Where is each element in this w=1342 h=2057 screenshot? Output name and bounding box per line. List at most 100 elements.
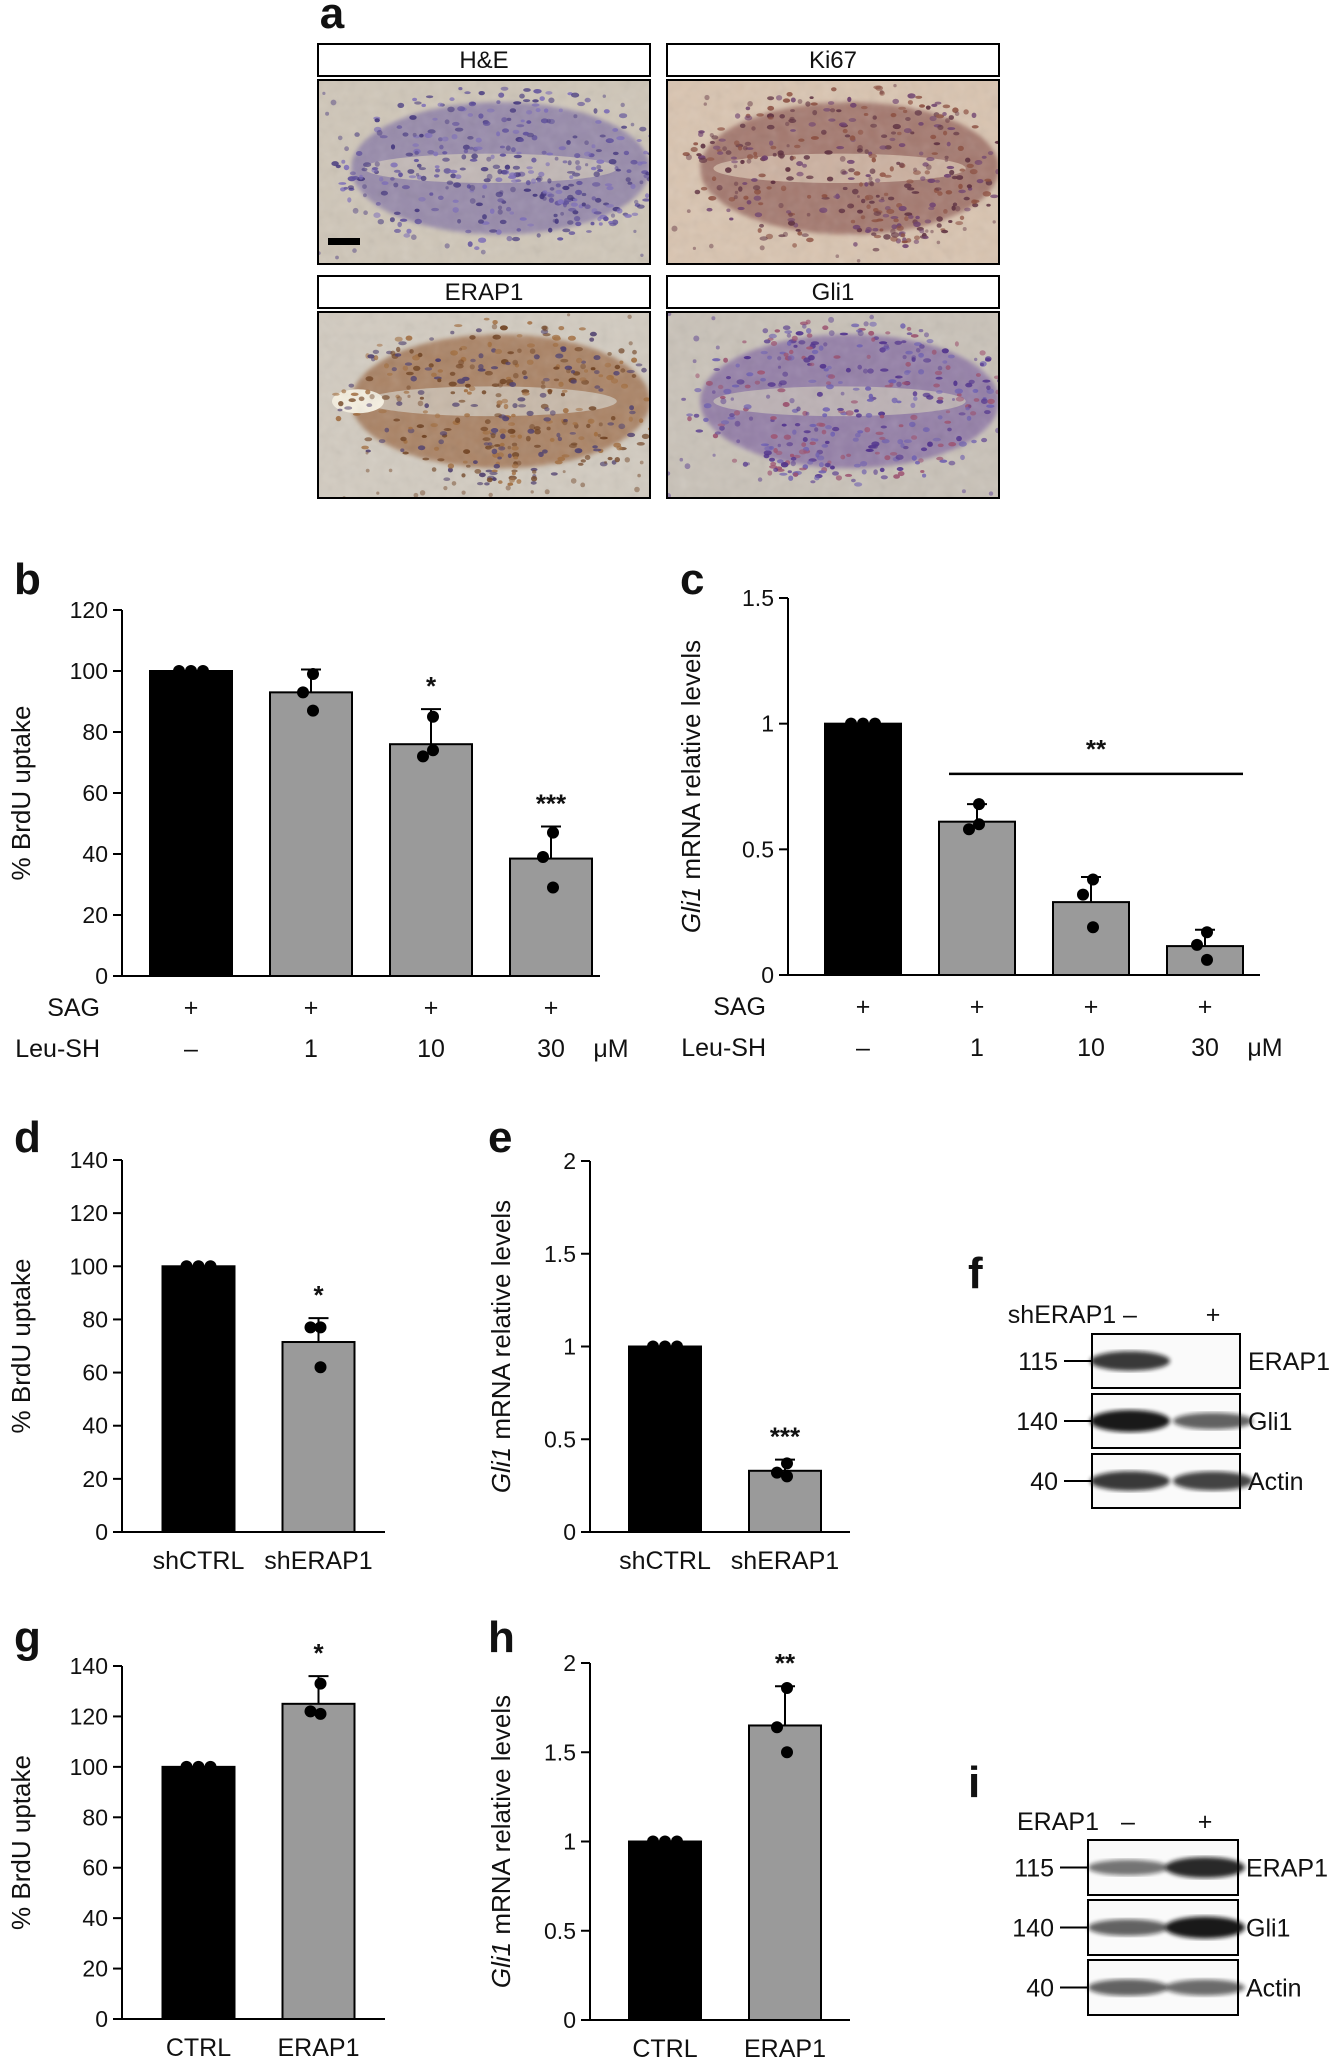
panel-letter-f: f <box>968 1249 983 1298</box>
blot-band <box>1088 1859 1168 1876</box>
x-tick-label: ERAP1 <box>744 2035 826 2057</box>
y-axis-title: % BrdU uptake <box>6 706 36 881</box>
cell-nucleus <box>1001 170 1006 175</box>
y-axis-title-gene: Gli1 <box>676 887 706 933</box>
y-tick-label: 0 <box>563 1519 576 1545</box>
data-point <box>781 1457 793 1470</box>
data-point <box>671 1340 683 1353</box>
data-point <box>204 1260 217 1273</box>
image-border <box>666 311 1000 499</box>
data-point <box>647 1340 659 1353</box>
data-point <box>417 750 429 763</box>
histology-image-he: H&E <box>317 43 658 265</box>
significance-label: * <box>313 1638 324 1668</box>
y-tick-label: 60 <box>82 1855 108 1881</box>
y-tick-label: 80 <box>82 1306 108 1332</box>
blot-band <box>1165 1916 1245 1939</box>
y-tick-label: 40 <box>82 1905 108 1931</box>
chart-h: h 0 0.5 1 1.5 2 Gli1 mRNA relative levels ** CTR… <box>486 1613 850 2057</box>
condition-value: 1 <box>970 1034 984 1062</box>
data-point <box>547 826 559 839</box>
y-tick-label: 0 <box>95 1519 108 1545</box>
data-point <box>304 1705 317 1718</box>
condition-value: – <box>856 1034 870 1062</box>
y-tick-label: 0.5 <box>742 836 774 862</box>
data-point <box>314 1677 327 1690</box>
image-title-box <box>666 43 1000 77</box>
image-body <box>318 312 661 498</box>
data-point <box>192 1760 205 1773</box>
data-point <box>1201 953 1213 966</box>
bar-0 <box>149 670 233 977</box>
condition-label: SAG <box>47 994 100 1022</box>
blot-treatment-label: ERAP1 <box>1017 1808 1099 1836</box>
data-point <box>185 665 197 677</box>
significance-label: ** <box>775 1648 796 1678</box>
data-point <box>845 717 857 730</box>
y-tick-label: 20 <box>82 1466 108 1492</box>
condition-value: + <box>304 994 319 1022</box>
significance-bracket-label: ** <box>1086 734 1107 764</box>
y-axis-title-text: % BrdU uptake <box>6 1755 36 1930</box>
y-axis-title: % BrdU uptake <box>6 1259 36 1434</box>
panel-letter-d: d <box>14 1113 41 1162</box>
data-point <box>180 1260 193 1273</box>
cell-nucleus <box>1007 160 1013 164</box>
y-tick-label: 80 <box>82 719 108 745</box>
y-tick-label: 1.5 <box>742 585 774 611</box>
cell-nucleus <box>1005 411 1013 415</box>
data-point <box>973 798 985 811</box>
significance-label: *** <box>536 789 567 819</box>
protein-label: Gli1 <box>1246 1915 1290 1943</box>
cell-nucleus <box>654 173 658 177</box>
image-title: Gli1 <box>812 279 855 306</box>
cell-nucleus <box>1001 390 1006 394</box>
data-point <box>781 1746 793 1759</box>
x-tick-label: shERAP1 <box>264 1547 372 1575</box>
blot-band <box>1088 1979 1168 1996</box>
bar-0 <box>824 722 902 977</box>
y-axis-title-gene: Gli1 <box>486 1447 516 1493</box>
bar-1 <box>938 820 1016 976</box>
significance-label: *** <box>770 1422 801 1452</box>
significance-label: * <box>313 1280 324 1310</box>
condition-value: + <box>1198 993 1213 1021</box>
y-axis-title-gene: Gli1 <box>486 1942 516 1988</box>
y-tick-label: 1 <box>563 1334 576 1360</box>
western-blot-f: f shERAP1– +115 ERAP1 140 Gli1 40 Actin <box>968 1249 1330 1509</box>
data-point <box>314 1321 327 1334</box>
y-tick-label: 140 <box>70 1653 108 1679</box>
blot-band <box>1173 1412 1253 1430</box>
mw-label: 115 <box>1018 1348 1058 1376</box>
protein-label: Actin <box>1248 1468 1304 1496</box>
data-point <box>857 717 869 730</box>
blot-lane-label: – <box>1123 1301 1137 1329</box>
y-tick-label: 0 <box>95 2006 108 2032</box>
chart-e: e 0 0.5 1 1.5 2 Gli1 mRNA relative levels *** sh… <box>486 1113 850 1575</box>
data-point <box>314 1361 327 1374</box>
y-tick-label: 40 <box>82 841 108 867</box>
x-tick-label: shCTRL <box>153 1547 245 1575</box>
mw-label: 115 <box>1014 1855 1054 1883</box>
y-tick-label: 0 <box>95 963 108 989</box>
data-point <box>307 704 319 717</box>
blot-band <box>1165 1857 1245 1878</box>
y-axis-title-text: % BrdU uptake <box>6 1259 36 1434</box>
cell-nucleus <box>656 388 661 391</box>
y-tick-label: 60 <box>82 780 108 806</box>
condition-value: + <box>184 994 199 1022</box>
condition-value: 10 <box>417 1035 445 1063</box>
y-axis-title: Gli1 mRNA relative levels <box>486 1200 516 1493</box>
x-tick-label: CTRL <box>166 2034 231 2057</box>
data-point <box>671 1835 683 1848</box>
cell-nucleus <box>1001 395 1007 400</box>
data-point <box>1087 921 1099 934</box>
y-tick-label: 1 <box>761 711 774 737</box>
panel-a: a H&E Ki67 ERAP1 Gli1 <box>317 0 1013 499</box>
mw-label: 40 <box>1026 1975 1054 2003</box>
protein-label: ERAP1 <box>1246 1855 1328 1883</box>
blot-band <box>1090 1471 1170 1491</box>
